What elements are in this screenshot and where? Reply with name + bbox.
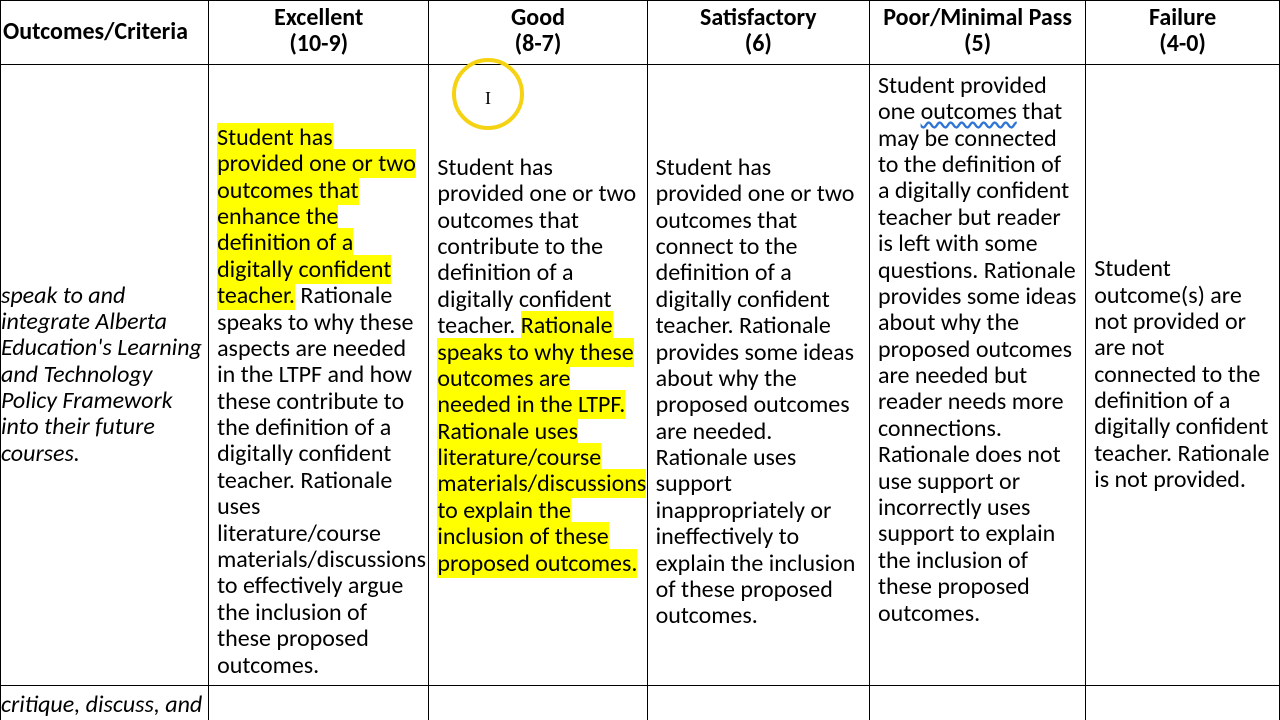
header-excellent: Excellent (10-9) <box>209 1 429 65</box>
level-range: (5) <box>964 29 991 58</box>
rubric-row-2: critique, discuss, and debate the uses o… <box>1 685 1280 720</box>
header-satisfactory: Satisfactory (6) <box>647 1 869 65</box>
level-name: Good <box>511 3 565 32</box>
rubric-table: Outcomes/Criteria Excellent (10-9) Good … <box>0 0 1280 720</box>
cell-good <box>429 685 647 720</box>
cell-failure: Student outcome(s) are not provided or a… <box>1086 64 1280 685</box>
header-failure: Failure (4-0) <box>1086 1 1280 65</box>
highlighted-text: Rationale speaks to why these outcomes a… <box>437 311 646 578</box>
level-name: Satisfactory <box>700 3 816 32</box>
level-name: Excellent <box>274 3 363 32</box>
header-good: Good (8-7) <box>429 1 647 65</box>
header-criteria: Outcomes/Criteria <box>1 1 209 65</box>
cell-excellent <box>209 685 429 720</box>
cell-good: Student has provided one or two outcomes… <box>429 64 647 685</box>
rubric-row-1: speak to and integrate Alberta Education… <box>1 64 1280 685</box>
level-range: (10-9) <box>289 29 348 58</box>
criteria-cell: speak to and integrate Alberta Education… <box>1 64 209 685</box>
cell-failure <box>1086 685 1280 720</box>
criteria-cell: critique, discuss, and debate the uses o… <box>1 685 209 720</box>
cell-excellent: Student has provided one or two outcomes… <box>209 64 429 685</box>
level-range: (4-0) <box>1159 29 1206 58</box>
cell-poor: Student provided one outcomes that may b… <box>869 64 1085 685</box>
level-range: (8-7) <box>515 29 562 58</box>
cell-poor <box>869 685 1085 720</box>
body-text: Rationale speaks to why these aspects ar… <box>217 281 426 679</box>
level-name: Poor/Minimal Pass <box>883 3 1072 32</box>
level-range: (6) <box>745 29 772 58</box>
header-poor: Poor/Minimal Pass (5) <box>869 1 1085 65</box>
cell-satisfactory: Student has provided one or two outcomes… <box>647 64 869 685</box>
level-name: Failure <box>1149 3 1216 32</box>
cell-satisfactory <box>647 685 869 720</box>
spelling-error: outcomes <box>921 97 1017 126</box>
header-row: Outcomes/Criteria Excellent (10-9) Good … <box>1 1 1280 65</box>
body-text: that may be connected to the definition … <box>878 97 1076 627</box>
